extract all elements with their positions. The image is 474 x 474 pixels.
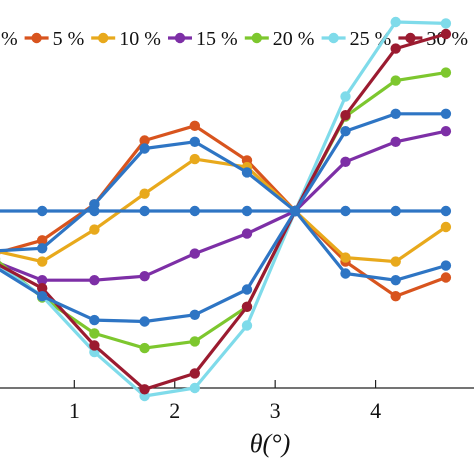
data-point [390, 275, 401, 286]
data-point [440, 18, 452, 29]
data-point [139, 205, 150, 217]
series-line [0, 20, 446, 398]
x-tick-label: 2 [169, 398, 180, 423]
data-point [139, 316, 150, 327]
data-point [340, 91, 351, 102]
series-3 [0, 126, 452, 286]
series-line [0, 140, 447, 282]
x-tick-label: 4 [370, 398, 381, 423]
series-0 [0, 205, 452, 217]
data-point [37, 256, 48, 267]
data-point [37, 291, 48, 302]
series-layer [0, 16, 452, 402]
series-5 [0, 16, 452, 402]
data-point [241, 228, 253, 239]
data-point [139, 143, 150, 154]
data-point [440, 108, 452, 120]
data-point [340, 205, 351, 217]
legend-item: 0 % [0, 28, 18, 50]
data-point [390, 291, 401, 302]
legend-label: 5 % [53, 28, 85, 50]
data-point [37, 283, 48, 294]
data-point [189, 120, 200, 131]
legend-swatch-marker [328, 32, 339, 44]
series-line [0, 129, 447, 282]
data-point [189, 336, 200, 347]
data-point [440, 28, 452, 40]
data-point [340, 268, 351, 279]
data-point [189, 309, 200, 320]
data-point [440, 221, 452, 233]
series-line [0, 157, 447, 264]
data-point [37, 235, 48, 246]
legend-swatch-marker [31, 32, 42, 44]
legend-item: 20 % [244, 28, 315, 50]
data-point [440, 260, 452, 271]
data-point [390, 16, 401, 28]
x-tick-label: 3 [270, 398, 281, 423]
data-point [340, 126, 351, 137]
data-point [37, 243, 48, 254]
data-point [440, 126, 452, 137]
series-2 [0, 153, 452, 267]
data-point [340, 252, 351, 263]
data-point [290, 205, 301, 217]
legend-label: 20 % [273, 28, 315, 50]
data-point [241, 320, 253, 331]
data-point [89, 328, 100, 339]
data-point [139, 384, 150, 395]
data-point [89, 314, 100, 326]
data-point [89, 340, 100, 351]
data-point [390, 256, 401, 267]
data-point [139, 342, 150, 354]
x-axis-label: θ(°) [250, 429, 291, 458]
data-point [440, 205, 452, 217]
x-tick-label: 1 [69, 398, 80, 423]
legend-swatch-marker [251, 32, 262, 44]
data-point [241, 167, 253, 178]
data-point [390, 43, 401, 54]
data-point [189, 205, 200, 217]
series-6 [0, 28, 452, 395]
legend-label: 15 % [196, 28, 238, 50]
data-point [89, 275, 100, 286]
data-point [241, 284, 253, 295]
series-7 [0, 108, 452, 327]
data-point [390, 205, 401, 217]
data-point [390, 136, 401, 147]
data-point [89, 205, 100, 217]
legend-swatch-marker [98, 32, 109, 44]
data-point [390, 108, 401, 120]
legend-label: 10 % [119, 28, 161, 50]
data-point [241, 205, 253, 217]
data-point [440, 272, 452, 283]
legend-item: 5 % [24, 28, 85, 50]
data-point [139, 188, 150, 199]
data-point [37, 275, 48, 286]
legend-item: 10 % [91, 28, 161, 50]
data-point [139, 271, 150, 282]
series-line [0, 32, 447, 391]
data-point [89, 224, 100, 235]
legend-item: 15 % [168, 28, 238, 50]
x-tick-labels: 1 2 3 4 [69, 398, 381, 423]
data-point [241, 301, 253, 312]
data-point [189, 153, 200, 165]
data-point [189, 248, 200, 259]
data-point [189, 368, 200, 379]
legend-swatch-marker [174, 32, 186, 44]
data-point [340, 156, 351, 167]
data-point [189, 382, 200, 394]
data-point [390, 75, 401, 86]
data-point [139, 135, 150, 146]
legend-label: 0 % [0, 28, 18, 50]
legend-swatch-marker [405, 32, 416, 44]
data-point [440, 67, 452, 78]
data-point [189, 136, 200, 147]
data-point [37, 205, 48, 217]
data-point [340, 110, 351, 121]
series-line [0, 112, 446, 324]
series-line [0, 124, 447, 298]
